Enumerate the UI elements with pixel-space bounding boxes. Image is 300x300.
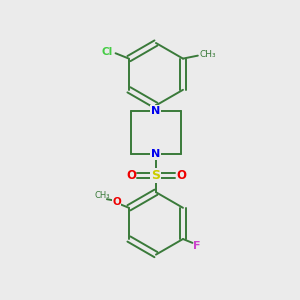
Text: F: F xyxy=(193,241,201,251)
Text: O: O xyxy=(126,169,136,182)
Text: S: S xyxy=(152,169,160,182)
Text: O: O xyxy=(176,169,186,182)
Text: O: O xyxy=(112,197,121,208)
Text: CH₃: CH₃ xyxy=(95,191,110,200)
Text: Cl: Cl xyxy=(102,47,113,57)
Text: N: N xyxy=(151,106,160,116)
Text: CH₃: CH₃ xyxy=(200,50,217,58)
Text: N: N xyxy=(151,149,160,160)
